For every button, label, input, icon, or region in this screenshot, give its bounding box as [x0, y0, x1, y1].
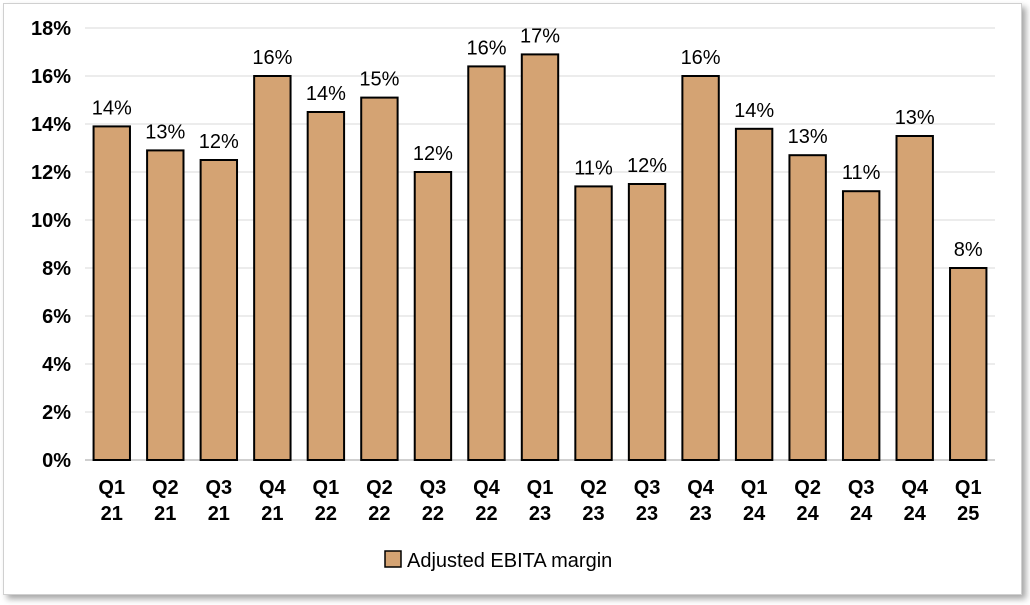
- x-tick-label: Q1 22: [313, 477, 340, 525]
- legend-label: Adjusted EBITA margin: [407, 550, 612, 572]
- bar[interactable]: [413, 171, 453, 461]
- bar[interactable]: [841, 190, 881, 461]
- bar[interactable]: [895, 135, 934, 461]
- x-tick-label: Q2 22: [366, 477, 393, 525]
- data-label: 12%: [627, 155, 667, 177]
- bar[interactable]: [574, 185, 613, 461]
- x-tick-label: Q1 21: [98, 477, 125, 525]
- x-tick-label: Q4 23: [687, 477, 715, 525]
- data-label: 11%: [574, 157, 613, 179]
- data-label: 14%: [306, 83, 346, 105]
- x-tick-label: Q2 23: [580, 477, 607, 525]
- data-label: 11%: [842, 162, 881, 184]
- data-label: 13%: [895, 107, 935, 129]
- y-tick-label: 12%: [31, 162, 71, 184]
- x-tick-label: Q3 24: [848, 477, 875, 525]
- bar[interactable]: [788, 154, 827, 461]
- x-tick-label: Q3 21: [205, 477, 232, 525]
- x-tick-label: Q2 21: [152, 477, 179, 525]
- x-tick-label: Q4 22: [473, 477, 501, 525]
- data-label: 17%: [520, 25, 560, 47]
- y-tick-label: 8%: [42, 258, 71, 280]
- x-tick-label: Q3 23: [634, 477, 661, 525]
- data-label: 16%: [252, 47, 292, 69]
- x-tick-label: Q4 24: [901, 477, 929, 525]
- data-label: 14%: [734, 100, 774, 122]
- bar[interactable]: [146, 149, 185, 461]
- y-tick-label: 4%: [42, 354, 71, 376]
- x-tick-label: Q1 23: [527, 477, 554, 525]
- y-tick-label: 2%: [42, 402, 71, 424]
- data-label: 15%: [359, 69, 399, 91]
- bar[interactable]: [467, 65, 506, 462]
- bar[interactable]: [92, 125, 131, 462]
- x-tick-label: Q2 24: [794, 477, 821, 525]
- data-label: 13%: [788, 126, 828, 148]
- x-tick-label: Q4 21: [259, 477, 287, 525]
- x-tick-label: Q3 22: [420, 477, 447, 525]
- legend: Adjusted EBITA margin: [384, 550, 612, 572]
- bar[interactable]: [627, 183, 667, 461]
- bar[interactable]: [360, 96, 399, 461]
- bar[interactable]: [306, 111, 346, 461]
- x-tick-label: Q1 25: [955, 477, 982, 525]
- bar[interactable]: [681, 75, 720, 461]
- x-tick-label: Q1 24: [741, 477, 768, 525]
- bar[interactable]: [199, 159, 239, 461]
- bar[interactable]: [949, 267, 988, 461]
- y-tick-label: 0%: [42, 450, 71, 472]
- y-tick-label: 6%: [42, 306, 71, 328]
- legend-swatch: [384, 550, 402, 568]
- y-tick-label: 14%: [31, 114, 71, 136]
- y-tick-label: 16%: [31, 66, 71, 88]
- data-label: 8%: [954, 239, 983, 261]
- data-label: 16%: [466, 37, 506, 59]
- data-label: 14%: [92, 97, 132, 119]
- data-label: 16%: [681, 47, 721, 69]
- bar[interactable]: [734, 127, 774, 462]
- y-tick-label: 18%: [31, 18, 71, 40]
- y-tick-label: 10%: [31, 210, 71, 232]
- data-label: 13%: [145, 121, 185, 143]
- data-label: 12%: [199, 131, 239, 153]
- data-label: 12%: [413, 143, 453, 165]
- bar[interactable]: [253, 75, 292, 461]
- bar[interactable]: [520, 53, 560, 462]
